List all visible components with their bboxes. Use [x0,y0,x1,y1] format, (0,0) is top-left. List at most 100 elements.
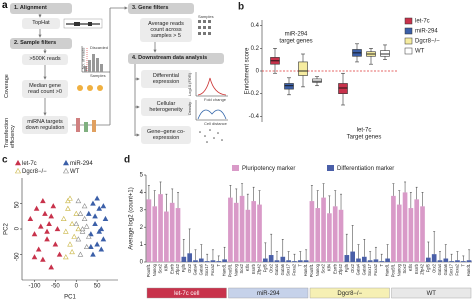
bar [338,209,344,262]
y-tick-label: -0.2 [249,91,260,97]
bar [216,261,222,262]
step-item: Gene–gene co-expression [141,126,191,144]
x-tick-label: Sox2 [402,263,407,273]
step-title: 4. Downstream data analysis [128,53,224,64]
x-tick-label: Fgf5 [344,263,349,272]
point [98,226,105,232]
point [73,220,80,227]
bar [321,197,326,262]
bar [274,260,280,262]
x-tick-label: Gata4 [356,263,361,275]
bar [414,199,420,262]
bar [292,261,297,262]
legend-marker [14,167,22,174]
step-item: Differential expression [141,70,191,88]
group-label: target genes [279,39,312,45]
point [100,236,107,242]
x-tick-label: Sox2 [158,263,163,273]
panel-label: c [2,155,8,166]
point [48,264,55,270]
point [73,210,80,216]
point [69,220,75,227]
bar [158,194,163,262]
x-tick-label: Pou5f1 [228,263,233,277]
bar [233,202,239,262]
bar [286,260,291,262]
legend-swatch [327,165,334,171]
legend-label: Differentiation marker [337,166,394,172]
x-tick-label: Otx2 [431,263,436,273]
bar [268,255,274,262]
bar [297,260,303,262]
x-tick-label: Nanog [315,263,320,276]
y-axis-label: PC2 [4,223,10,235]
x-tick-label: -100 [29,284,42,290]
point [94,195,100,201]
x-tick-label: Klf4 [408,263,413,271]
legend-label: let-7c [22,161,37,167]
x-tick-label: Foxa2 [210,263,215,275]
bar [181,256,187,262]
point [77,251,84,257]
step-title: 2. Sample filters [10,38,72,49]
step-item: miRNA targets down regulation [22,116,68,134]
y-axis-label: Average log2 (count+1) [129,187,135,249]
bar [245,209,251,262]
x-tick-label: Esrrb [169,263,174,274]
point [71,233,77,239]
x-tick-label: Sox2 [239,263,244,273]
legend-swatch [404,47,413,55]
x-tick-label: Gata4 [193,263,198,275]
bar [146,199,152,262]
group-box [309,287,390,299]
y-axis-label: Enrichment score [245,47,251,94]
group-label: miR-294 [285,32,308,38]
point [69,249,75,255]
panel-label: d [124,155,130,166]
legend-swatch [232,165,239,171]
point [96,228,103,234]
bar [361,256,367,262]
mini-label: Samples [198,14,214,19]
x-axis-label: PC1 [64,295,76,301]
point [46,220,52,227]
x-tick-label: Pou5f1 [309,263,314,277]
x-tick-label: Foxa2 [373,263,378,275]
point [44,228,50,234]
y-tick-label: 5 [140,173,144,179]
x-tick-label: 0 [75,284,79,290]
x-tick-label: Otx2 [350,263,355,273]
x-tick-label: Gata6 [443,263,448,275]
y-tick-label: 0 [256,69,260,75]
point [98,246,105,252]
bar [169,202,175,262]
bar [396,204,402,262]
x-tick-label: Hand1 [222,263,227,276]
bar [263,258,268,262]
x-tick-label: Zfp42 [338,263,343,274]
x-tick-label: Foxa2 [455,263,460,275]
mini-label: Samples [90,73,106,78]
point [83,223,90,229]
bar [408,208,414,262]
point [65,198,71,204]
side-label: Coverage [4,74,10,98]
group-label: let-7c cell [174,291,199,297]
point [67,241,73,247]
panel-label: a [2,0,8,11]
mini-label: Cell distance [204,121,227,126]
bar [251,201,257,262]
y-tick-label: -0.4 [249,114,260,120]
y-tick-label: 0.4 [251,23,260,29]
point [60,215,67,221]
bar [373,259,379,262]
bar [228,197,233,262]
bar [356,258,361,262]
bar [460,261,466,262]
point [40,256,46,262]
point [75,226,82,232]
y-tick-label: 0.2 [251,46,260,52]
x-tick-label: Nanog [152,263,157,276]
